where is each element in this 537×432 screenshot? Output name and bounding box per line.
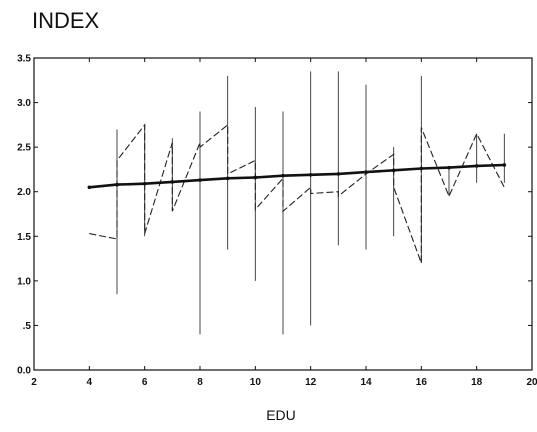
x-tick-label: 14 bbox=[360, 377, 372, 388]
trend-point bbox=[142, 181, 147, 186]
labels-layer: 0.0 .5 1.0 1.5 2.0 2.5 3.0 3.5 2 4 6 8 10 12 14 16 18 20 I… bbox=[17, 8, 537, 423]
trend-point bbox=[281, 173, 285, 178]
x-tick-label: 18 bbox=[471, 377, 483, 388]
trend-point bbox=[115, 182, 119, 187]
x-tick-label: 4 bbox=[87, 377, 93, 388]
x-tick-label: 20 bbox=[526, 377, 537, 388]
y-tick-label: 3.5 bbox=[17, 54, 31, 65]
trend-point bbox=[447, 165, 451, 170]
y-tick-label: 3.0 bbox=[17, 98, 31, 109]
y-tick-label: 1.5 bbox=[17, 232, 31, 243]
y-tick-label: 1.0 bbox=[17, 276, 31, 287]
dashed-series-line bbox=[89, 123, 505, 264]
y-tick-label: 2.5 bbox=[17, 143, 31, 154]
trend-point bbox=[336, 172, 341, 176]
plot-frame bbox=[33, 57, 533, 371]
y-tick-label: .5 bbox=[23, 321, 32, 332]
trend-point bbox=[253, 175, 258, 180]
trend-point bbox=[308, 172, 313, 177]
trend-point bbox=[170, 180, 175, 184]
range-layer bbox=[116, 71, 505, 335]
trend-series-line bbox=[89, 163, 505, 189]
axes-layer bbox=[33, 57, 533, 371]
trend-point bbox=[474, 164, 479, 168]
trend-point bbox=[391, 168, 396, 173]
x-tick-label: 8 bbox=[197, 377, 203, 388]
dashed-layer bbox=[89, 123, 505, 264]
x-tick-label: 12 bbox=[305, 377, 317, 388]
trend-point bbox=[502, 163, 507, 167]
trend-point bbox=[364, 170, 368, 174]
x-tick-label: 16 bbox=[416, 377, 428, 388]
trend-point bbox=[198, 178, 202, 182]
x-tick-label: 6 bbox=[142, 377, 148, 388]
trend-point bbox=[419, 166, 424, 171]
x-tick-label: 10 bbox=[250, 377, 262, 388]
trend-point bbox=[87, 185, 92, 190]
trend-layer bbox=[87, 163, 507, 190]
x-axis-label: EDU bbox=[266, 407, 296, 423]
y-tick-label: 0.0 bbox=[17, 366, 31, 377]
trend-point bbox=[225, 176, 230, 181]
y-tick-label: 2.0 bbox=[17, 187, 31, 198]
chart-title: INDEX bbox=[32, 8, 100, 33]
x-tick-label: 2 bbox=[31, 377, 37, 388]
